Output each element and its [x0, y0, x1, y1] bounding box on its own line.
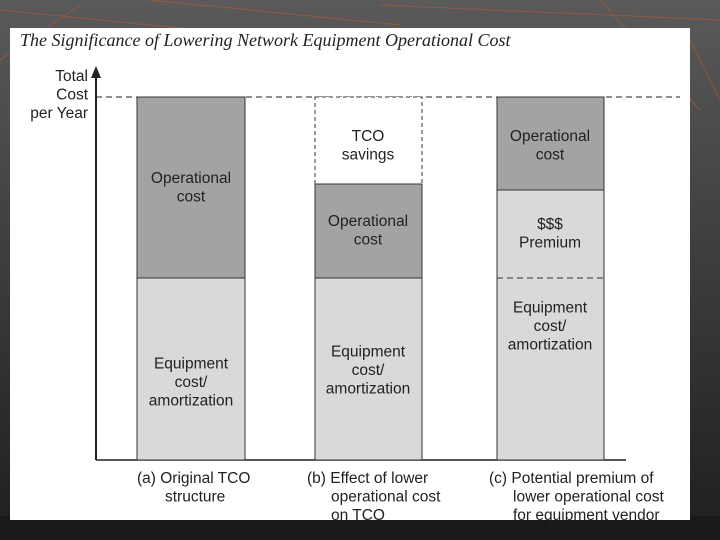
- segment-label: Operational: [510, 128, 590, 145]
- axis-label: Cost: [56, 87, 89, 104]
- panel-caption: (b) Effect of lower: [307, 470, 428, 487]
- segment-label: amortization: [326, 381, 410, 398]
- panel-caption: on TCO: [331, 507, 385, 524]
- segment-label: cost: [177, 188, 206, 205]
- segment-label: cost/: [352, 362, 385, 379]
- segment-label: Equipment: [331, 344, 406, 361]
- segment-label: Equipment: [154, 356, 229, 373]
- segment-label: cost: [536, 146, 565, 163]
- segment-label: TCO: [352, 128, 385, 145]
- panel-caption: for equipment vendor: [513, 507, 659, 524]
- segment-label: $$$: [537, 216, 563, 233]
- segment: [136, 96, 246, 279]
- segment-label: cost: [354, 231, 383, 248]
- figure-title: The Significance of Lowering Network Equ…: [20, 30, 511, 50]
- segment: [314, 277, 423, 461]
- segment-label: Operational: [328, 213, 408, 230]
- segment-label: Premium: [519, 234, 581, 251]
- segment-label: amortization: [508, 337, 592, 354]
- segment-label: Operational: [151, 170, 231, 187]
- panel-caption: lower operational cost: [513, 489, 664, 506]
- segment-label: amortization: [149, 393, 233, 410]
- panel-caption: structure: [165, 489, 225, 506]
- segment: [136, 277, 246, 461]
- segment: [314, 183, 423, 279]
- segment-label: cost/: [175, 374, 208, 391]
- panel-caption: operational cost: [331, 489, 441, 506]
- segment-label: Equipment: [513, 300, 588, 317]
- panel-caption: (a) Original TCO: [137, 470, 250, 487]
- segment-label: cost/: [534, 318, 567, 335]
- segment: [496, 96, 605, 191]
- panel-caption: (c) Potential premium of: [489, 470, 654, 487]
- segment: [496, 189, 605, 461]
- segment: [314, 96, 423, 185]
- segment-label: savings: [342, 146, 395, 163]
- axis-arrow: [91, 66, 101, 78]
- axis-label: per Year: [30, 105, 88, 122]
- axis-label: Total: [55, 68, 88, 85]
